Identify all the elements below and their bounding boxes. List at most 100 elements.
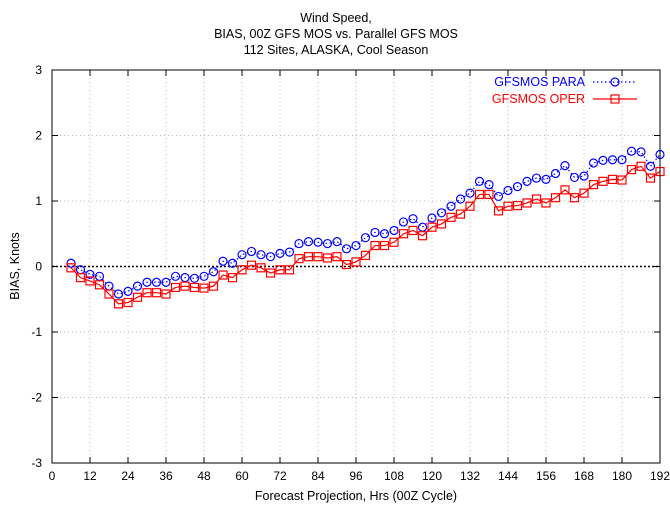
legend-entry: GFSMOS PARA xyxy=(494,75,637,89)
data-point xyxy=(142,277,152,287)
data-point xyxy=(199,283,209,293)
data-point xyxy=(503,201,513,211)
y-axis-label: BIAS, Knots xyxy=(8,232,22,299)
data-point xyxy=(560,161,570,171)
data-point xyxy=(294,238,304,249)
data-point xyxy=(360,250,371,260)
data-point xyxy=(522,198,532,208)
data-point xyxy=(465,188,475,198)
data-point xyxy=(474,176,485,186)
data-point xyxy=(484,180,494,190)
data-point xyxy=(189,273,200,283)
data-point xyxy=(379,229,390,239)
title-line-3: 112 Sites, ALASKA, Cool Season xyxy=(244,43,429,57)
data-point xyxy=(151,288,162,298)
y-tick-label: -1 xyxy=(31,325,42,339)
data-point xyxy=(531,173,542,183)
data-point xyxy=(417,231,428,241)
x-tick-label: 60 xyxy=(235,469,249,483)
data-point xyxy=(199,271,209,281)
data-point xyxy=(75,273,86,283)
data-point xyxy=(626,164,637,175)
x-tick-label: 144 xyxy=(498,469,518,483)
legend-label: GFSMOS PARA xyxy=(494,75,585,89)
data-point xyxy=(436,208,447,218)
data-point xyxy=(417,222,428,232)
data-point xyxy=(436,219,447,229)
data-point xyxy=(351,240,361,251)
data-point xyxy=(170,271,181,281)
data-point xyxy=(398,217,409,227)
series-1 xyxy=(66,161,665,309)
data-point xyxy=(227,258,238,268)
data-point xyxy=(503,185,513,196)
data-point xyxy=(303,252,314,262)
legend-label: GFSMOS OPER xyxy=(492,92,585,106)
x-tick-label: 24 xyxy=(121,469,135,483)
data-point xyxy=(493,191,504,202)
data-point xyxy=(256,263,266,273)
data-point xyxy=(408,214,418,224)
data-point xyxy=(218,256,228,266)
data-point xyxy=(617,155,627,165)
y-tick-label: -3 xyxy=(31,456,42,470)
data-point xyxy=(180,281,190,291)
data-point xyxy=(332,237,342,247)
data-point xyxy=(607,155,618,165)
series-line xyxy=(70,165,661,305)
data-point xyxy=(151,277,162,287)
x-tick-label: 180 xyxy=(612,469,632,483)
data-point xyxy=(132,281,143,291)
x-tick-label: 192 xyxy=(650,469,670,483)
data-point xyxy=(341,244,352,254)
data-point xyxy=(398,229,409,239)
x-tick-label: 48 xyxy=(197,469,211,483)
data-point xyxy=(493,206,504,216)
data-point xyxy=(645,161,656,171)
data-point xyxy=(370,227,380,238)
data-point xyxy=(275,248,285,258)
x-tick-label: 0 xyxy=(49,469,56,483)
data-point xyxy=(550,193,561,203)
data-point xyxy=(303,237,314,247)
data-point xyxy=(313,237,323,247)
data-point xyxy=(617,175,627,185)
x-axis-label: Forecast Projection, Hrs (00Z Cycle) xyxy=(255,489,457,503)
data-point xyxy=(446,212,456,222)
data-point xyxy=(322,238,333,249)
data-point xyxy=(455,209,466,219)
data-point xyxy=(588,158,599,168)
data-point xyxy=(512,181,523,192)
data-point xyxy=(626,146,637,156)
x-tick-label: 72 xyxy=(273,469,287,483)
data-point xyxy=(265,252,276,262)
data-point xyxy=(579,188,589,198)
data-point xyxy=(541,198,551,208)
data-point xyxy=(541,174,551,184)
data-point xyxy=(265,268,276,278)
x-tick-label: 12 xyxy=(83,469,97,483)
data-point xyxy=(465,201,475,211)
data-point xyxy=(85,269,95,279)
data-point xyxy=(132,292,143,302)
legend-entry: GFSMOS OPER xyxy=(492,92,637,106)
data-point xyxy=(636,147,646,157)
data-point xyxy=(161,277,171,287)
data-point xyxy=(389,225,399,236)
data-point xyxy=(170,282,181,293)
series-0 xyxy=(66,146,665,299)
x-tick-label: 132 xyxy=(460,469,480,483)
chart-title: Wind Speed, BIAS, 00Z GFS MOS vs. Parall… xyxy=(214,11,458,57)
data-point xyxy=(113,299,124,309)
x-tick-label: 156 xyxy=(536,469,556,483)
data-point xyxy=(379,240,390,251)
data-point xyxy=(351,257,361,267)
data-point xyxy=(113,289,124,299)
y-tick-label: 3 xyxy=(35,63,42,77)
data-point xyxy=(455,194,466,204)
data-point xyxy=(246,260,257,270)
data-point xyxy=(256,250,266,260)
data-point xyxy=(569,172,580,183)
